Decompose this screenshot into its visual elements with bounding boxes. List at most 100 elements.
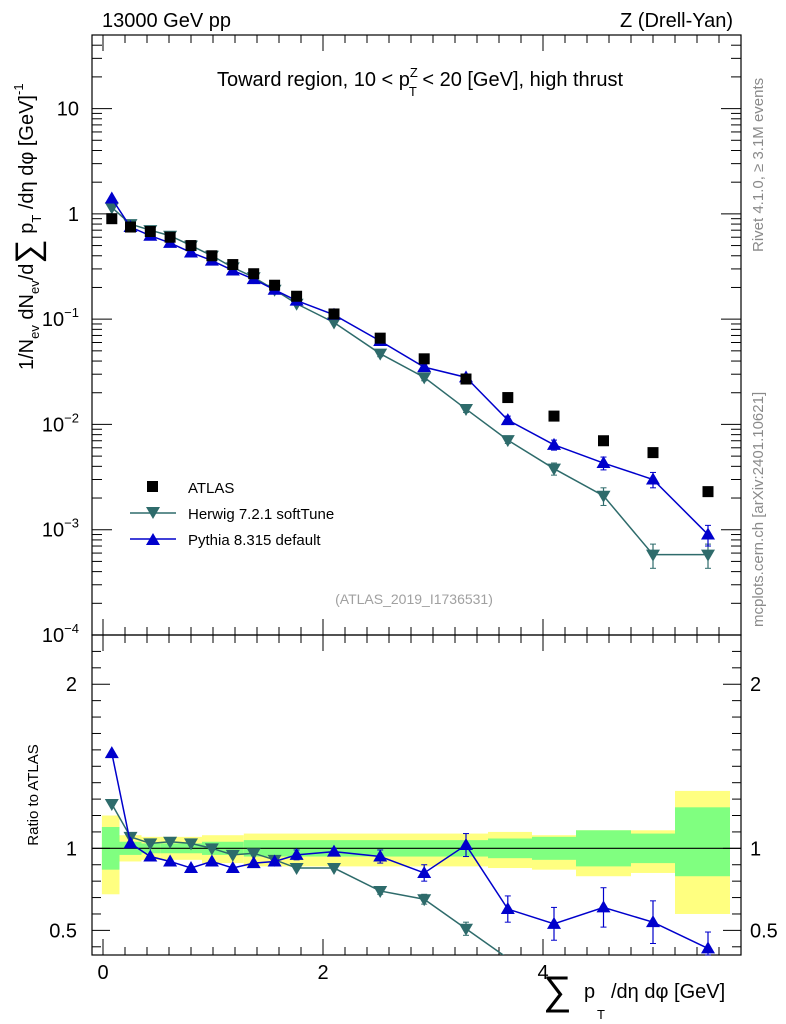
- main-data-point: [598, 435, 609, 447]
- ratio-tick-labels: 0.5 0.5 1 1 2 2 0 2 4: [49, 674, 778, 984]
- main-data-point: [596, 456, 611, 469]
- main-data-point: [164, 231, 176, 243]
- main-data-point: [596, 490, 611, 503]
- svg-text:∑: ∑: [543, 969, 572, 1013]
- ratio-data-point: [417, 865, 432, 878]
- energy-label: 13000 GeV pp: [102, 10, 231, 32]
- ratio-data-point: [184, 861, 198, 874]
- ratio-data-point: [163, 836, 178, 849]
- ratio-data-point: [417, 894, 432, 907]
- ratio-data-point: [163, 854, 178, 867]
- ratio-y-tick-label-right: 2: [750, 674, 761, 696]
- svg-text:/dη dφ [GeV]: /dη dφ [GeV]: [611, 981, 725, 1003]
- ratio-data-point: [373, 849, 388, 862]
- analysis-reference: (ATLAS_2019_I1736531): [335, 591, 493, 607]
- ratio-data-point: [459, 838, 473, 851]
- legend-marker-atlas: [147, 481, 158, 492]
- ratio-data-point: [327, 844, 341, 857]
- y-tick-label: 10−3: [42, 516, 79, 542]
- main-y-tick-labels: 10 1 10−1 10−2 10−3 10−4: [42, 99, 79, 647]
- x-tick-label: 2: [317, 962, 328, 984]
- main-data-point: [417, 372, 432, 385]
- ratio-y-tick-label: 2: [66, 674, 77, 696]
- x-tick-label: 4: [537, 962, 548, 984]
- main-axis-ticks: [92, 34, 741, 636]
- main-data-point: [548, 410, 560, 422]
- ratio-data-point: [500, 902, 515, 915]
- ratio-data-point: [547, 916, 561, 929]
- main-data-point: [547, 437, 561, 450]
- ratio-data-point: [143, 838, 158, 851]
- legend-label-herwig: Herwig 7.2.1 softTune: [188, 506, 334, 523]
- main-data-point: [106, 213, 118, 225]
- main-data-point: [500, 413, 515, 426]
- legend-label-atlas: ATLAS: [188, 480, 234, 497]
- main-data-point: [144, 226, 156, 238]
- main-data-point: [327, 317, 341, 330]
- main-data-point: [104, 191, 119, 204]
- legend-label-pythia: Pythia 8.315 default: [188, 532, 321, 549]
- ratio-data-point: [459, 923, 473, 936]
- ratio-data-point: [246, 856, 261, 869]
- ratio-data-point: [267, 854, 282, 867]
- x-tick-label: 0: [97, 962, 108, 984]
- main-data-point: [418, 353, 430, 365]
- main-data-point: [328, 308, 340, 320]
- svg-text:p: p: [584, 981, 595, 1003]
- ratio-data-point: [289, 847, 304, 860]
- ratio-band-inner: [675, 807, 730, 877]
- process-label: Z (Drell-Yan): [620, 10, 733, 32]
- ratio-data-point: [225, 849, 240, 862]
- main-data-point: [125, 221, 136, 233]
- main-data-point: [460, 373, 472, 385]
- main-data-point: [248, 268, 260, 280]
- mcplots-label: mcplots.cern.ch [arXiv:2401.10621]: [750, 392, 767, 627]
- ratio-data-point: [327, 863, 341, 876]
- ratio-data-point: [225, 861, 240, 874]
- ratio-y-tick-label: 0.5: [49, 920, 77, 942]
- main-data-point: [502, 392, 514, 404]
- plot-title: Toward region, 10 < pZ T < 20 [GeV], high…: [217, 65, 623, 99]
- main-data-point: [374, 332, 386, 344]
- y-tick-label: 10−2: [42, 410, 79, 436]
- main-data-point: [647, 447, 659, 459]
- main-data-point: [184, 245, 198, 258]
- main-data-point: [206, 250, 218, 262]
- y-tick-label: 10−4: [42, 621, 79, 647]
- ratio-y-tick-label: 1: [66, 838, 77, 860]
- main-data-point: [701, 549, 715, 562]
- ratio-data-point: [289, 863, 304, 876]
- main-data-point: [459, 404, 473, 417]
- ratio-uncertainty-bands: [92, 790, 741, 914]
- y-tick-label: 10−1: [42, 305, 79, 331]
- ratio-data-point: [104, 799, 119, 812]
- svg-text:1/Nev dNev/d∑ pT /dη dφ [GeV]: 1/Nev dNev/d∑ pT /dη dφ [GeV]-1: [9, 83, 47, 370]
- main-data-point: [701, 527, 715, 540]
- ratio-data-point: [246, 848, 261, 861]
- main-data-point: [373, 348, 388, 361]
- legend-marker-herwig: [146, 507, 160, 519]
- ratio-data-point: [596, 900, 611, 913]
- y-tick-label: 1: [68, 204, 79, 226]
- main-y-axis-label: 1/Nev dNev/d∑ pT /dη dφ [GeV]-1: [9, 83, 47, 370]
- main-data-point: [500, 435, 515, 448]
- ratio-data-point: [646, 915, 660, 928]
- ratio-y-tick-label-right: 0.5: [750, 920, 778, 942]
- ratio-plot-frame: [91, 634, 742, 956]
- ratio-data-point: [104, 746, 119, 759]
- main-series-layer: [104, 191, 715, 569]
- main-data-point: [547, 463, 561, 476]
- ratio-data-point: [204, 854, 219, 867]
- ratio-axis-ticks: [92, 634, 741, 955]
- svg-text:T: T: [597, 1007, 605, 1022]
- main-data-point: [646, 472, 660, 485]
- main-data-point: [269, 279, 281, 291]
- ratio-data-point: [373, 886, 388, 898]
- rivet-version-label: Rivet 4.1.0, ≥ 3.1M events: [750, 78, 767, 252]
- legend-marker-pythia: [146, 533, 160, 545]
- legend: ATLAS Herwig 7.2.1 softTune Pythia 8.315…: [130, 480, 334, 549]
- ratio-data-point: [123, 836, 138, 849]
- ratio-y-axis-label: Ratio to ATLAS: [25, 744, 42, 845]
- main-data-point: [646, 549, 660, 562]
